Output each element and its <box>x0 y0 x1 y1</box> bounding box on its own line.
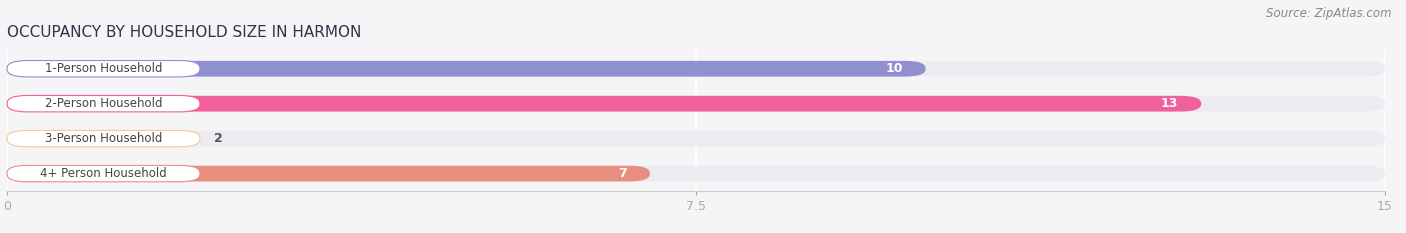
Text: 2-Person Household: 2-Person Household <box>45 97 162 110</box>
Text: 3-Person Household: 3-Person Household <box>45 132 162 145</box>
Text: 10: 10 <box>886 62 903 75</box>
Text: 7: 7 <box>619 167 627 180</box>
Text: 4+ Person Household: 4+ Person Household <box>41 167 167 180</box>
FancyBboxPatch shape <box>7 130 200 147</box>
FancyBboxPatch shape <box>7 96 200 112</box>
FancyBboxPatch shape <box>7 166 1385 182</box>
FancyBboxPatch shape <box>7 96 1201 112</box>
FancyBboxPatch shape <box>7 166 650 182</box>
Text: Source: ZipAtlas.com: Source: ZipAtlas.com <box>1267 7 1392 20</box>
Text: 1-Person Household: 1-Person Household <box>45 62 162 75</box>
Text: OCCUPANCY BY HOUSEHOLD SIZE IN HARMON: OCCUPANCY BY HOUSEHOLD SIZE IN HARMON <box>7 25 361 40</box>
Text: 2: 2 <box>214 132 222 145</box>
FancyBboxPatch shape <box>7 131 1385 147</box>
FancyBboxPatch shape <box>7 61 1385 77</box>
FancyBboxPatch shape <box>7 61 925 77</box>
FancyBboxPatch shape <box>7 165 200 182</box>
FancyBboxPatch shape <box>7 96 1385 112</box>
FancyBboxPatch shape <box>7 131 191 147</box>
Text: 13: 13 <box>1161 97 1178 110</box>
FancyBboxPatch shape <box>7 61 200 77</box>
